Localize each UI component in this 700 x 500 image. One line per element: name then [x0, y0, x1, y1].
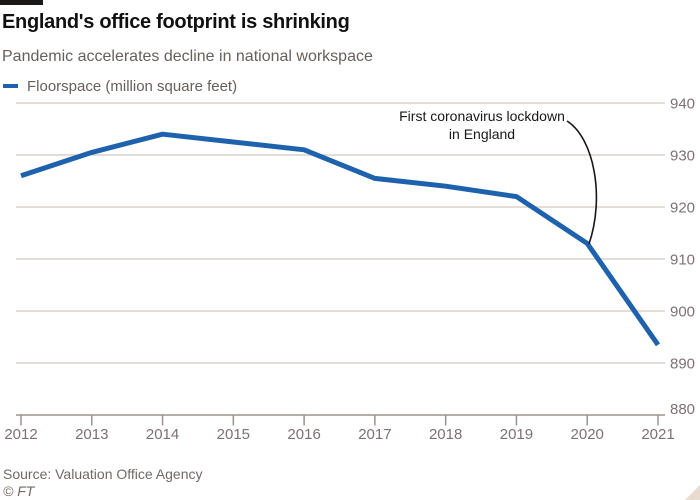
y-axis-label: 880 — [670, 401, 695, 418]
data-line-floorspace — [20, 131, 661, 347]
y-axis-label: 900 — [670, 304, 695, 321]
x-tick-label: 2014 — [146, 426, 179, 443]
x-tick-label: 2018 — [429, 426, 462, 443]
chart-title: England's office footprint is shrinking — [2, 11, 350, 33]
y-axis-label: 920 — [670, 200, 695, 217]
x-tick-label: 2020 — [571, 426, 604, 443]
copyright-note: © FT — [3, 483, 35, 499]
annotation-arrow — [566, 120, 598, 245]
annotation-text: First coronavirus lockdown in England — [382, 107, 582, 143]
legend-label: Floorspace (million square feet) — [27, 77, 238, 95]
annotation-line-2: in England — [448, 126, 516, 143]
legend-swatch-line-icon — [3, 84, 18, 88]
legend: Floorspace (million square feet) — [3, 77, 238, 95]
x-tick-label: 2021 — [641, 426, 674, 443]
y-axis-label: 890 — [670, 356, 695, 373]
x-tick-label: 2015 — [217, 426, 250, 443]
brand-bar — [0, 0, 43, 5]
y-axis-label: 910 — [670, 252, 695, 269]
chart-subtitle: Pandemic accelerates decline in national… — [2, 48, 373, 65]
x-tick-label: 2019 — [500, 426, 533, 443]
x-tick-label: 2017 — [358, 426, 391, 443]
source-note: Source: Valuation Office Agency — [3, 466, 203, 482]
x-tick-label: 2013 — [75, 426, 108, 443]
corner-wedge-icon — [685, 485, 700, 500]
y-axis-label: 930 — [670, 148, 695, 165]
x-tick-label: 2012 — [4, 426, 37, 443]
annotation-line-1: First coronavirus lockdown — [399, 108, 565, 124]
y-axis-label: 940 — [670, 96, 695, 113]
x-tick-label: 2016 — [287, 426, 320, 443]
